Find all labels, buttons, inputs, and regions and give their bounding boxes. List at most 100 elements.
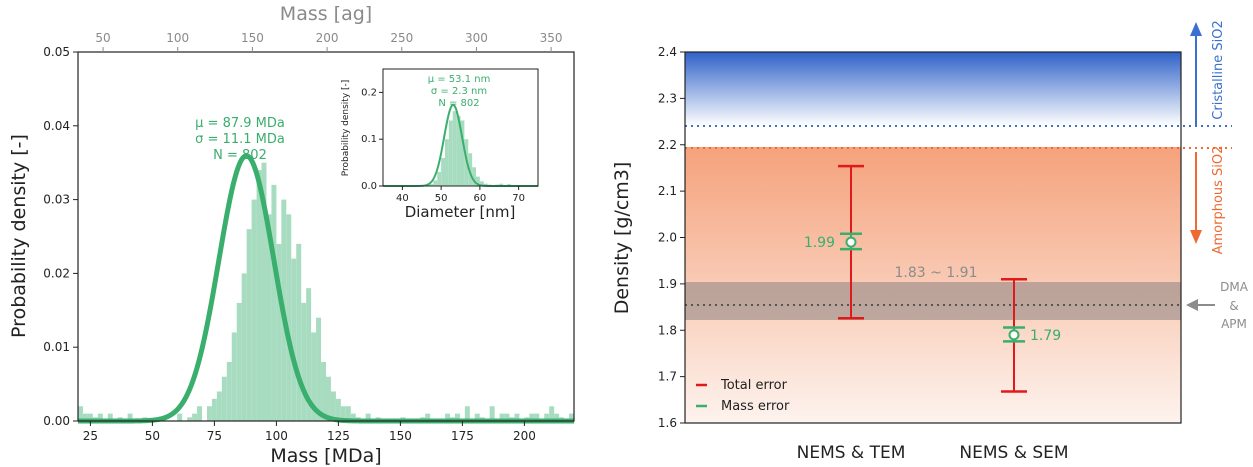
crystalline-annotation: Cristalline SiO2 bbox=[1190, 20, 1226, 126]
y-tick-label: 0.00 bbox=[43, 414, 70, 428]
dma-label: DMA bbox=[1220, 280, 1249, 294]
histogram-bar bbox=[256, 170, 262, 421]
histogram-bar bbox=[82, 413, 88, 421]
right-y-axis-label: Density [g/cm3] bbox=[611, 162, 633, 315]
inset-histogram-bar bbox=[479, 181, 484, 186]
top-x-axis-label: Mass [ag] bbox=[280, 3, 372, 25]
x-tick-label: 150 bbox=[389, 429, 412, 443]
histogram-bar bbox=[216, 391, 222, 421]
dma-apm-annotation: DMA & APM bbox=[1186, 280, 1249, 331]
histogram-bar bbox=[534, 413, 540, 421]
inset-histogram-bar bbox=[468, 153, 473, 186]
inset-y-ticks: 0.0 0.1 0.2 bbox=[361, 87, 383, 192]
histogram-bar bbox=[266, 214, 272, 421]
mass-histogram-panel: 25 50 75 100 125 150 175 200 0.000.010.020.030.… bbox=[8, 3, 575, 467]
inset-annotation-sigma: σ = 2.3 nm bbox=[431, 86, 487, 97]
x-axis-label: Mass [MDa] bbox=[270, 445, 381, 467]
y-tick-label: 0.02 bbox=[43, 266, 70, 280]
top-x-tick-label: 50 bbox=[95, 31, 110, 45]
histogram-bar bbox=[276, 243, 282, 421]
histogram-bar bbox=[306, 288, 312, 421]
histogram-bar bbox=[330, 391, 336, 421]
dma-apm-band bbox=[685, 282, 1181, 320]
histogram-bar bbox=[192, 413, 198, 421]
histogram-bar bbox=[489, 406, 495, 421]
inset-histogram-bar bbox=[445, 139, 449, 186]
inset-stats-annotation: μ = 53.1 nm σ = 2.3 nm N = 802 bbox=[428, 74, 491, 109]
inset-histogram-bar bbox=[429, 184, 434, 186]
histogram-bar bbox=[226, 361, 232, 421]
x-tick-label: 175 bbox=[451, 429, 474, 443]
histogram-bar bbox=[425, 413, 431, 421]
inset-x-axis-label: Diameter [nm] bbox=[405, 203, 516, 221]
histogram-bar bbox=[187, 417, 193, 421]
histogram-bar bbox=[107, 413, 113, 421]
histogram-bar bbox=[544, 413, 550, 421]
histogram-bar bbox=[569, 413, 574, 421]
y-tick-label: 2.4 bbox=[658, 45, 677, 59]
y-tick-label: 1.9 bbox=[658, 277, 677, 291]
histogram-bar bbox=[296, 243, 302, 421]
inset-y-tick-label: 0.1 bbox=[361, 134, 377, 145]
y-tick-label: 1.6 bbox=[658, 416, 677, 430]
histogram-bar bbox=[464, 406, 470, 421]
inset-histogram-bar bbox=[448, 120, 453, 186]
and-label: & bbox=[1229, 299, 1238, 313]
histogram-bar bbox=[499, 413, 505, 421]
histogram-bar bbox=[251, 199, 257, 421]
x-tick-label: 125 bbox=[327, 429, 350, 443]
inset-histogram-bar bbox=[452, 111, 457, 186]
amorphous-annotation: Amorphous SiO2 bbox=[1190, 146, 1226, 255]
amorphous-label: Amorphous SiO2 bbox=[1211, 146, 1226, 255]
histogram-bar bbox=[286, 214, 292, 421]
diameter-inset: 40 50 60 70 0.0 0.1 0.2 Diameter [nm] Probabi… bbox=[341, 68, 539, 221]
y-tick-label: 2.2 bbox=[658, 138, 677, 152]
histogram-bar bbox=[445, 413, 450, 421]
x-category-labels: NEMS & TEM NEMS & SEM bbox=[797, 443, 1069, 463]
histogram-bar bbox=[246, 229, 252, 421]
histogram-bar bbox=[345, 406, 351, 421]
legend: Total error Mass error bbox=[696, 378, 790, 414]
histogram-bar bbox=[549, 406, 555, 421]
top-x-tick-label: 300 bbox=[465, 31, 488, 45]
inset-x-tick-label: 40 bbox=[396, 193, 409, 204]
histogram-bar bbox=[78, 406, 83, 421]
top-x-tick-label: 150 bbox=[241, 31, 264, 45]
histogram-bar bbox=[301, 302, 307, 421]
histogram-bar bbox=[321, 361, 326, 421]
histogram-bar bbox=[221, 376, 227, 421]
histogram-bar bbox=[504, 413, 510, 421]
crystalline-band bbox=[685, 52, 1181, 126]
error-bars: 1.99 1.79 bbox=[804, 164, 1061, 393]
x-tick-label: 100 bbox=[265, 429, 288, 443]
histogram-bar bbox=[365, 413, 371, 421]
inset-histogram-bar bbox=[437, 171, 442, 186]
histogram-bar bbox=[529, 413, 535, 421]
density-panel: 1.6 1.7 1.8 1.9 2.0 2.1 2.2 2.3 2.4 Density [g/c… bbox=[611, 20, 1249, 463]
histogram-bar bbox=[326, 376, 331, 421]
histogram-bar bbox=[454, 413, 460, 421]
histogram-bar bbox=[87, 413, 93, 421]
histogram-bar bbox=[206, 406, 212, 421]
y-axis-label: Probability density [-] bbox=[8, 134, 30, 338]
top-x-tick-label: 350 bbox=[540, 31, 563, 45]
inset-frame bbox=[382, 68, 539, 187]
y-tick-label: 0.03 bbox=[43, 193, 70, 207]
histogram-bar bbox=[241, 273, 247, 421]
histogram-bar bbox=[554, 413, 560, 421]
y-ticks: 0.00 0.01 0.02 0.03 0.04 0.05 bbox=[43, 45, 78, 428]
data-point bbox=[845, 236, 857, 248]
histogram-bars bbox=[78, 162, 574, 421]
value-label: 1.99 bbox=[804, 235, 835, 251]
histogram-bar bbox=[97, 413, 103, 421]
y-tick-label: 1.7 bbox=[658, 370, 677, 384]
annotation-n: N = 802 bbox=[213, 148, 267, 163]
inset-histogram-bar bbox=[476, 176, 480, 186]
inset-y-axis-label: Probability density [-] bbox=[341, 80, 351, 177]
inset-histogram-bar bbox=[499, 183, 504, 186]
dma-apm-arrow-head bbox=[1186, 299, 1198, 311]
inset-x-tick-label: 50 bbox=[435, 193, 448, 204]
inset-y-tick-label: 0.2 bbox=[361, 87, 377, 98]
annotation-mu: μ = 87.9 MDa bbox=[195, 116, 285, 131]
